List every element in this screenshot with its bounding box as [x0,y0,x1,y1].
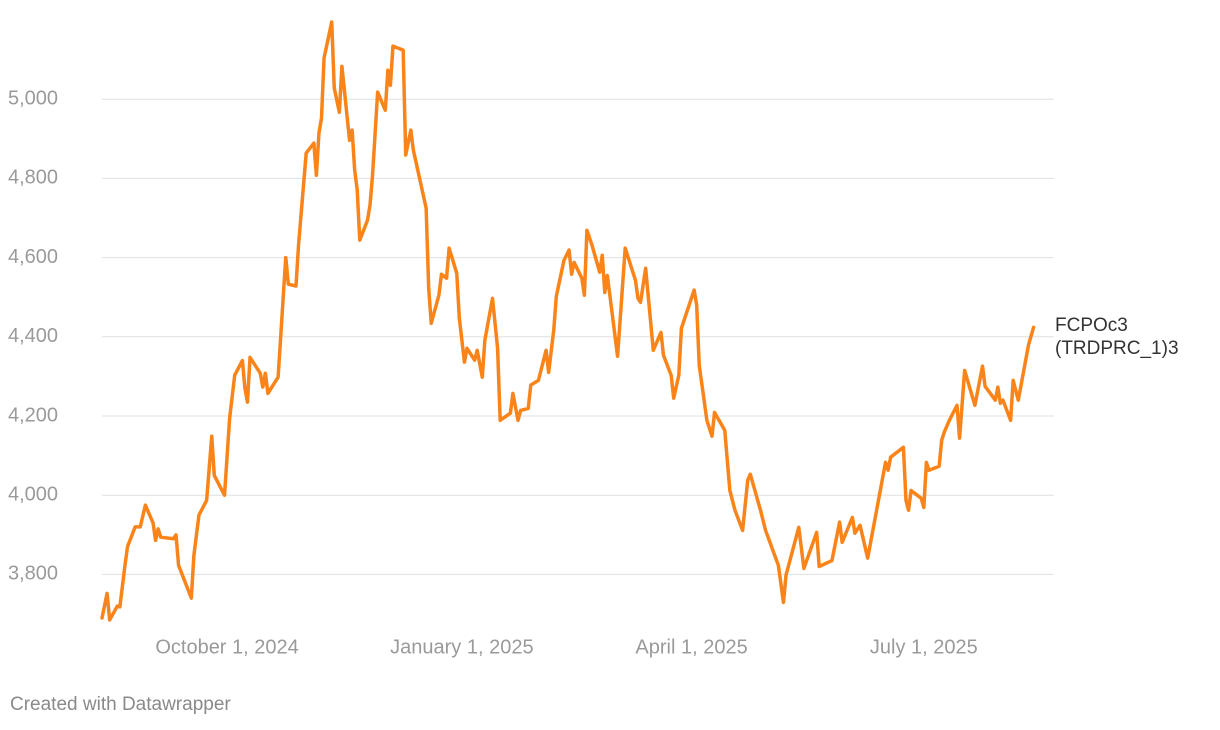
series-line [100,20,1036,622]
x-tick-label: July 1, 2025 [870,636,978,658]
y-tick-label: 4,800 [8,167,58,189]
x-tick-label: January 1, 2025 [390,636,533,658]
y-tick-label: 3,800 [8,563,58,585]
y-tick-label: 4,200 [8,404,58,426]
x-tick-label: April 1, 2025 [635,636,747,658]
y-tick-label: 4,400 [8,325,58,347]
series-label: FCPOc3 (TRDPRC_1)3 [1055,315,1179,359]
x-tick-label: October 1, 2024 [155,636,298,658]
y-tick-label: 4,000 [8,483,58,505]
credit: Created with Datawrapper [10,694,231,715]
y-tick-label: 5,000 [8,87,58,109]
chart: 3,800 4,000 4,200 4,400 4,600 4,800 5,000 Octob… [8,20,1054,658]
y-tick-label: 4,600 [8,246,58,268]
